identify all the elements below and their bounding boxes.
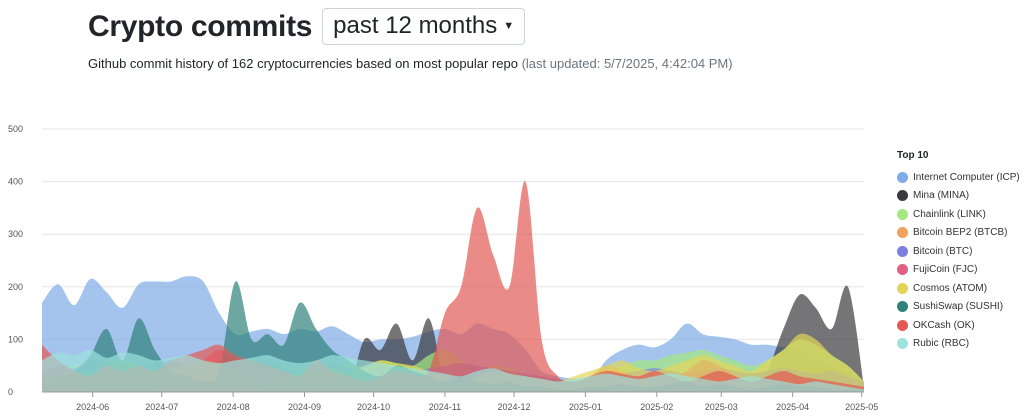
legend-swatch — [897, 282, 908, 294]
subtitle-text: Github commit history of 162 cryptocurre… — [88, 56, 518, 71]
x-tick-label: 2024-12 — [498, 402, 531, 412]
legend-item[interactable]: Bitcoin BEP2 (BTCB) — [897, 224, 1020, 243]
legend-swatch — [897, 301, 908, 313]
legend-label: Bitcoin (BTC) — [913, 245, 973, 257]
x-tick-label: 2024-07 — [145, 402, 178, 412]
legend-label: Bitcoin BEP2 (BTCB) — [913, 227, 1008, 239]
legend: Top 10 Internet Computer (ICP) Mina (MINA… — [897, 150, 1020, 353]
axis-layer: 0 100 200 300 400 500 2024-06 2024-07 2024-08 202… — [8, 124, 878, 412]
commit-area-chart: 0 100 200 300 400 500 2024-06 2024-07 2024-08 202… — [8, 124, 878, 412]
legend-item[interactable]: FujiCoin (FJC) — [897, 261, 1020, 280]
legend-title: Top 10 — [897, 150, 929, 161]
legend-swatch — [897, 245, 908, 257]
legend-swatch — [897, 264, 908, 276]
x-tick-label: 2024-06 — [76, 402, 109, 412]
y-tick-label: 100 — [8, 334, 23, 344]
legend-item[interactable]: Chainlink (LINK) — [897, 205, 1020, 224]
header: Crypto commits past 12 months ▼ — [88, 8, 526, 45]
legend-item[interactable]: Cosmos (ATOM) — [897, 279, 1020, 298]
period-selected-value: past 12 months — [333, 12, 498, 39]
series-layer — [42, 181, 864, 392]
x-tick-label: 2024-10 — [357, 402, 390, 412]
legend-item[interactable]: Mina (MINA) — [897, 187, 1020, 206]
legend-item[interactable]: Bitcoin (BTC) — [897, 242, 1020, 261]
x-tick-label: 2025-04 — [776, 402, 809, 412]
x-tick-label: 2025-03 — [705, 402, 738, 412]
legend-item[interactable]: SushiSwap (SUSHI) — [897, 298, 1020, 317]
legend-swatch — [897, 338, 908, 350]
legend-item[interactable]: Rubic (RBC) — [897, 335, 1020, 354]
series-area — [42, 349, 864, 392]
subtitle: Github commit history of 162 cryptocurre… — [88, 56, 733, 71]
legend-label: Rubic (RBC) — [913, 338, 970, 350]
legend-swatch — [897, 227, 908, 239]
y-tick-label: 400 — [8, 177, 23, 187]
legend-label: OKCash (OK) — [913, 319, 975, 331]
legend-label: Cosmos (ATOM) — [913, 282, 988, 294]
legend-label: SushiSwap (SUSHI) — [913, 301, 1004, 313]
page-title: Crypto commits — [88, 9, 313, 43]
legend-label: Chainlink (LINK) — [913, 208, 986, 220]
legend-swatch — [897, 190, 908, 202]
y-tick-label: 0 — [8, 387, 13, 397]
legend-label: Internet Computer (ICP) — [913, 171, 1020, 183]
y-tick-label: 200 — [8, 282, 23, 292]
legend-label: Mina (MINA) — [913, 190, 970, 202]
legend-swatch — [897, 319, 908, 331]
legend-item[interactable]: Internet Computer (ICP) — [897, 168, 1020, 187]
x-tick-label: 2024-11 — [429, 402, 461, 412]
chevron-down-icon: ▼ — [503, 20, 515, 32]
x-tick-label: 2025-02 — [640, 402, 673, 412]
legend-items: Internet Computer (ICP) Mina (MINA) Chainl… — [897, 168, 1020, 353]
x-tick-label: 2025-01 — [569, 402, 602, 412]
legend-swatch — [897, 208, 908, 220]
legend-swatch — [897, 171, 908, 183]
last-updated: (last updated: 5/7/2025, 4:42:04 PM) — [521, 56, 733, 71]
y-tick-label: 300 — [8, 229, 23, 239]
legend-item[interactable]: OKCash (OK) — [897, 316, 1020, 335]
legend-label: FujiCoin (FJC) — [913, 264, 978, 276]
period-dropdown[interactable]: past 12 months ▼ — [322, 8, 526, 45]
x-tick-label: 2024-08 — [217, 402, 250, 412]
x-tick-label: 2025-05 — [845, 402, 878, 412]
x-tick-label: 2024-09 — [288, 402, 321, 412]
y-tick-label: 500 — [8, 124, 23, 134]
